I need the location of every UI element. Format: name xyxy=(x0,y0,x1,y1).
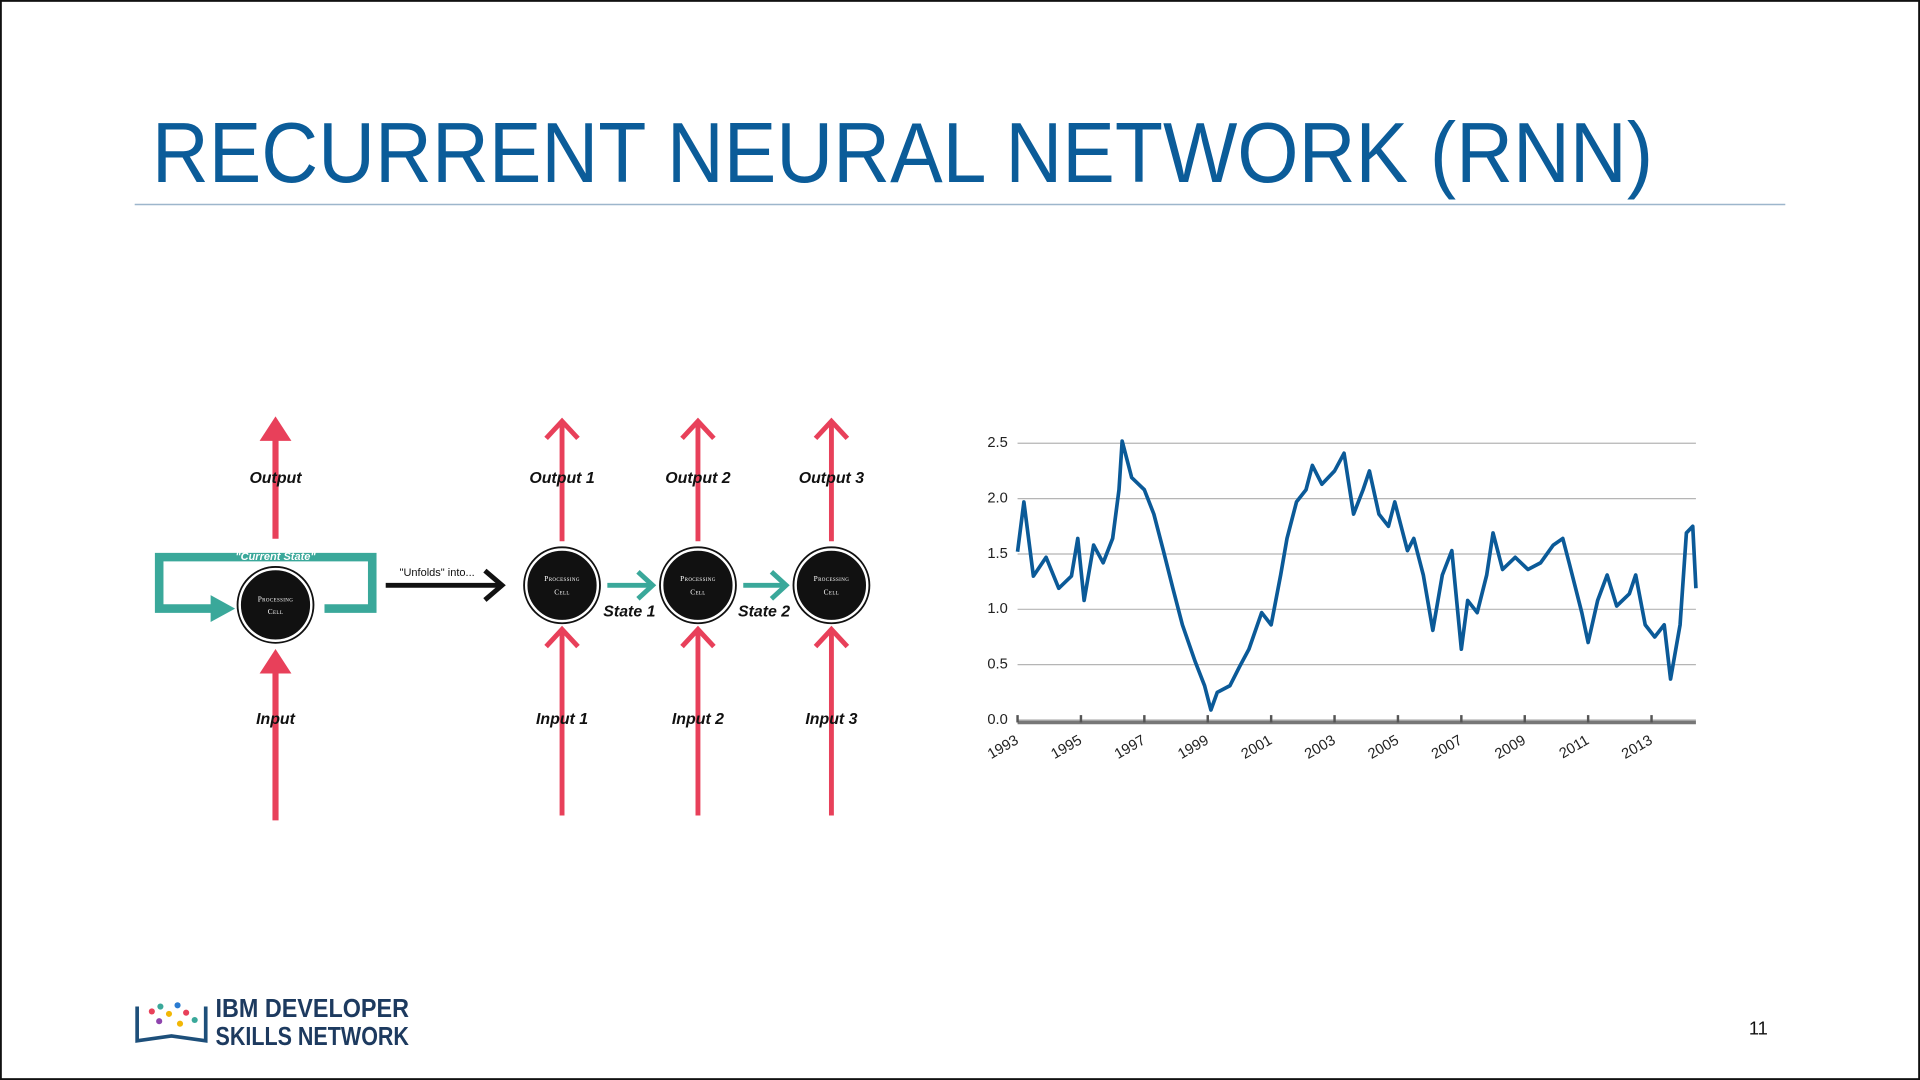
arrow-head xyxy=(544,625,580,649)
arrow-head xyxy=(813,625,850,649)
logo-book xyxy=(135,1006,208,1043)
cell-label: Cell xyxy=(690,587,706,596)
output-label: Output xyxy=(249,470,302,487)
logo-dot xyxy=(176,1020,184,1027)
y-tick-label: 0.5 xyxy=(987,657,1007,673)
logo-text: IBM DEVELOPER xyxy=(216,995,410,1023)
logo-dot xyxy=(165,1010,173,1017)
logo: IBM DEVELOPER SKILLS NETWORK xyxy=(135,995,410,1051)
y-tick-label: 0.0 xyxy=(987,712,1007,728)
state-label: "Current State" xyxy=(235,551,316,563)
arrow-head xyxy=(769,570,790,601)
arrow-head xyxy=(680,417,716,441)
logo-dot xyxy=(174,1002,181,1009)
unrolled-rnn: Output 1 Processing Cell Input 1 Output 2 Pro… xyxy=(523,417,871,816)
page-number: 11 xyxy=(1749,1018,1768,1039)
processing-cell xyxy=(525,548,599,622)
processing-cell xyxy=(795,548,868,622)
output-label: Output 3 xyxy=(799,470,865,487)
y-tick-label: 2.5 xyxy=(987,435,1007,451)
y-tick-label: 1.5 xyxy=(987,546,1007,562)
logo-dot xyxy=(191,1016,198,1024)
state-loop xyxy=(154,552,377,613)
logo-text: SKILLS NETWORK xyxy=(216,1023,410,1051)
slide-title: RECURRENT NEURAL NETWORK (RNN) xyxy=(152,105,1653,201)
cell-label: Processing xyxy=(814,574,850,583)
arrow-head xyxy=(259,648,292,674)
y-tick-label: 1.0 xyxy=(987,601,1007,617)
rolled-rnn: Output "Current State" Processing Cell I… xyxy=(154,416,377,821)
cell-ring xyxy=(523,546,601,625)
input-label: Input 2 xyxy=(672,711,724,728)
data-line xyxy=(1015,439,1698,712)
output-label: Output 2 xyxy=(665,470,731,487)
cell-ring xyxy=(236,566,315,644)
processing-cell xyxy=(661,548,735,622)
cell-label: Cell xyxy=(268,607,284,616)
arrow-head xyxy=(636,570,657,601)
input-label: Input 1 xyxy=(536,711,588,728)
logo-dot xyxy=(156,1018,163,1025)
output-label: Output 1 xyxy=(529,470,594,487)
arrow-head xyxy=(544,417,580,441)
arrow-head xyxy=(680,625,716,649)
input-label: Input xyxy=(256,711,296,728)
cell-ring xyxy=(659,546,737,625)
arrow-head xyxy=(259,416,292,441)
logo-dot xyxy=(183,1009,190,1016)
cell-label: Cell xyxy=(824,587,840,596)
cell-label: Cell xyxy=(554,587,570,596)
logo-dot xyxy=(157,1003,164,1010)
cell-ring xyxy=(792,546,871,625)
arrow-head xyxy=(210,595,236,623)
arrow-head xyxy=(813,417,850,441)
y-tick-label: 2.0 xyxy=(987,490,1007,506)
processing-cell xyxy=(239,568,312,642)
state-label: State 1 xyxy=(603,603,655,620)
cell-label: Processing xyxy=(544,574,580,583)
state-label: State 2 xyxy=(738,603,790,620)
unfold-label: "Unfolds" into... xyxy=(400,567,475,579)
logo-dot xyxy=(148,1008,155,1015)
cell-label: Processing xyxy=(258,595,294,604)
arrow-head xyxy=(483,568,506,602)
cell-label: Processing xyxy=(680,574,716,583)
input-label: Input 3 xyxy=(805,711,857,728)
